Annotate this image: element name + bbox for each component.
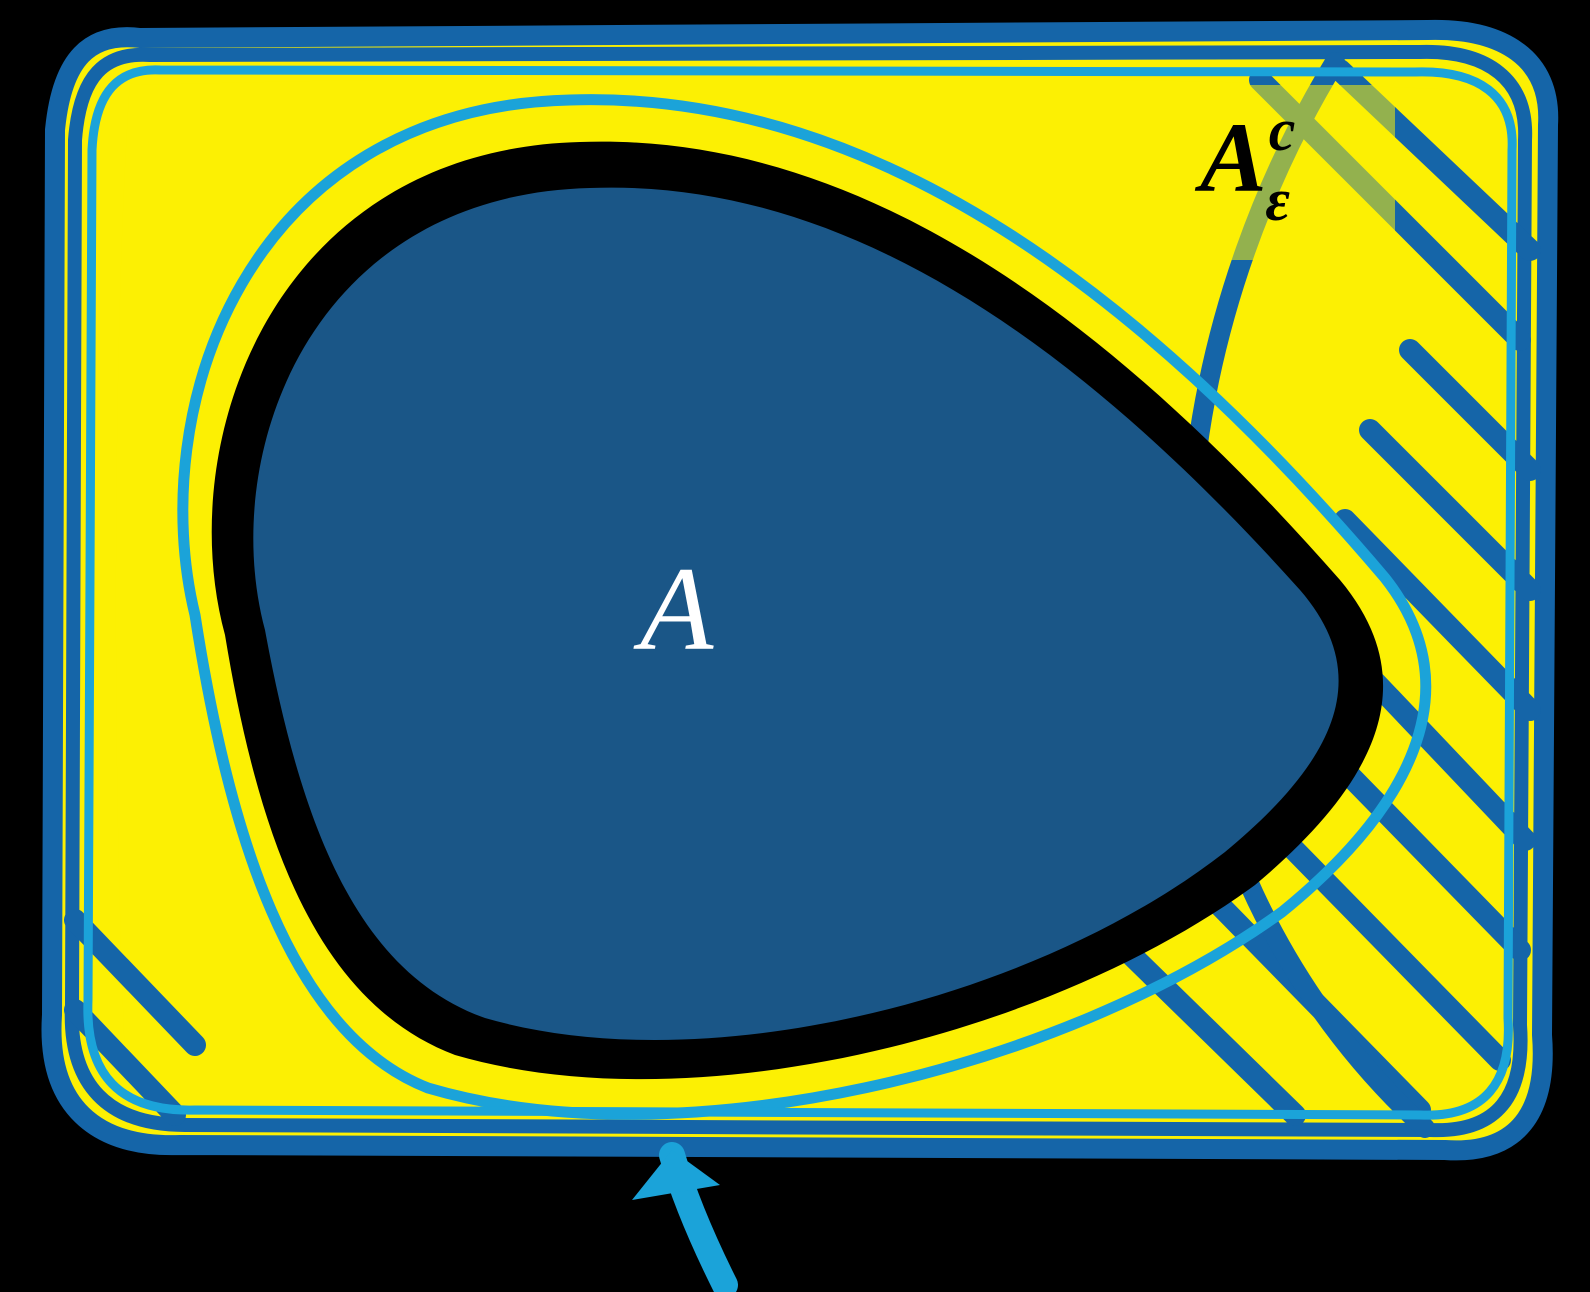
label-complement-base: A: [1200, 100, 1267, 215]
label-set-a: A: [640, 540, 713, 678]
label-complement: A c ε: [1180, 90, 1310, 240]
arrow: [632, 1150, 725, 1285]
set-diagram-svg: [0, 0, 1590, 1292]
label-complement-super: c: [1269, 100, 1296, 160]
label-complement-sub: ε: [1265, 170, 1290, 230]
